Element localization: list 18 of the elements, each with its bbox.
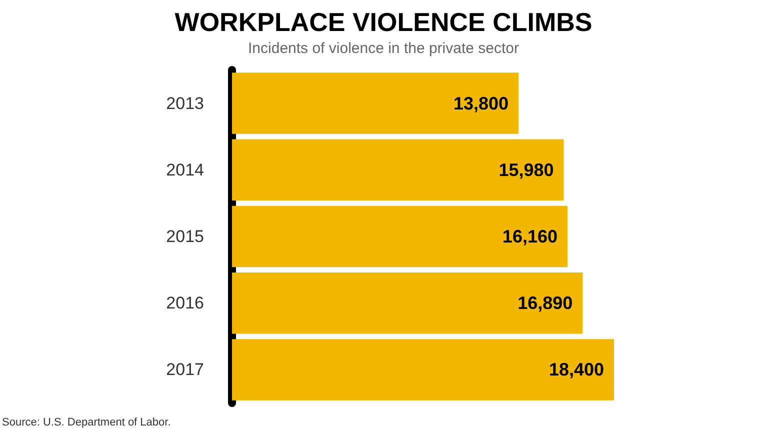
- y-tick-label: 2015: [166, 227, 204, 246]
- chart-subtitle: Incidents of violence in the private sector: [248, 40, 519, 57]
- bar: [232, 339, 614, 400]
- chart-title: WORKPLACE VIOLENCE CLIMBS: [174, 7, 592, 37]
- data-label: 18,400: [548, 360, 604, 380]
- data-label: 13,800: [453, 93, 508, 114]
- y-tick-label: 2013: [166, 94, 204, 113]
- y-tick-label: 2017: [166, 360, 204, 380]
- bar: [232, 139, 564, 201]
- bar: [232, 272, 583, 334]
- bar: [232, 72, 518, 134]
- source-note: Source: U.S. Department of Labor.: [2, 416, 171, 428]
- data-label: 16,890: [518, 293, 573, 314]
- data-label: 15,980: [498, 160, 554, 180]
- data-label: 16,160: [502, 226, 558, 246]
- bar: [232, 206, 568, 268]
- y-tick-label: 2016: [166, 294, 204, 313]
- y-tick-label: 2014: [166, 160, 204, 180]
